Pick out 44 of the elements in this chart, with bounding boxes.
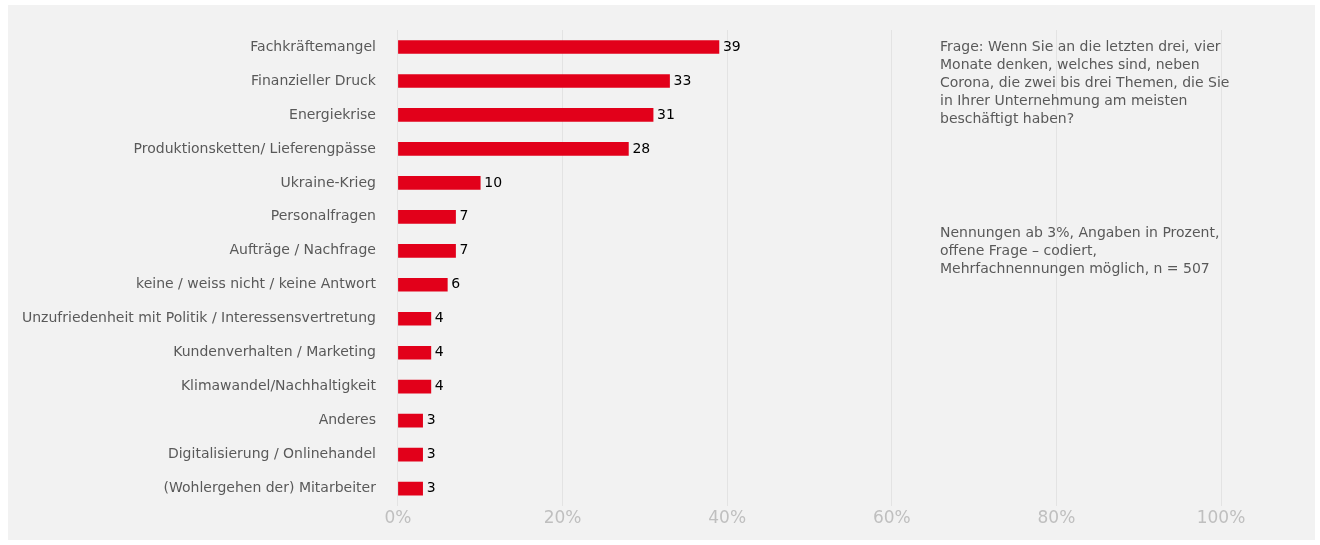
bar	[398, 447, 423, 462]
y-tick-label: (Wohlergehen der) Mitarbeiter	[163, 479, 377, 496]
data-label: 28	[632, 139, 651, 156]
data-label: 3	[426, 411, 436, 428]
data-label: 4	[434, 343, 444, 360]
y-tick-label: Unzufriedenheit mit Politik / Interessensvertretung	[22, 309, 376, 326]
data-label: 31	[657, 105, 675, 122]
bar	[398, 345, 432, 360]
bar	[398, 40, 720, 54]
bar	[398, 413, 423, 428]
y-tick-label: Fachkräftemangel	[250, 37, 376, 54]
data-label: 33	[673, 71, 692, 88]
y-tick-label: Digitalisierung / Onlinehandel	[167, 445, 376, 462]
y-tick-label: Energiekrise	[289, 105, 376, 122]
data-label: 3	[426, 479, 436, 496]
data-label: 7	[459, 241, 469, 258]
annotation: Frage: Wenn Sie an die letzten drei, vier Monate denken, welches sind, neben Corona, die zwei bis drei Themen, die Sie in Ihrer Unternehmung am meisten beschäftigt haben?	[940, 37, 1231, 127]
data-label: 3	[426, 445, 436, 462]
bar	[398, 176, 481, 190]
y-tick-label: Personalfragen	[270, 207, 376, 224]
data-label: 4	[434, 309, 444, 326]
y-tick-label: Ukraine-Krieg	[280, 173, 376, 190]
y-tick-label: Produktionsketten/ Lieferengpässe	[133, 139, 376, 156]
data-label: 4	[434, 377, 444, 394]
bar	[398, 108, 654, 122]
data-label: 10	[484, 173, 503, 190]
data-label: 6	[451, 275, 461, 292]
bar	[398, 379, 432, 394]
bar	[398, 74, 670, 88]
y-tick-label: Finanzieller Druck	[251, 71, 377, 88]
y-tick-label: Aufträge / Nachfrage	[229, 241, 376, 258]
bar	[398, 210, 456, 224]
y-tick-label: keine / weiss nicht / keine Antwort	[136, 275, 377, 292]
data-label: 39	[722, 37, 741, 54]
data-label: 7	[459, 207, 469, 224]
bar	[398, 277, 448, 292]
bar	[398, 142, 629, 156]
y-tick-label: Klimawandel/Nachhaltigkeit	[180, 377, 377, 394]
annotation: Nennungen ab 3%, Angaben in Prozent, offene Frage – codiert, Mehrfachnennungen möglich, n = 507	[940, 223, 1221, 277]
y-tick-label: Anderes	[318, 411, 376, 428]
bar	[398, 481, 423, 496]
bar	[398, 243, 456, 258]
bar	[398, 311, 432, 326]
y-tick-label: Kundenverhalten / Marketing	[173, 343, 376, 360]
